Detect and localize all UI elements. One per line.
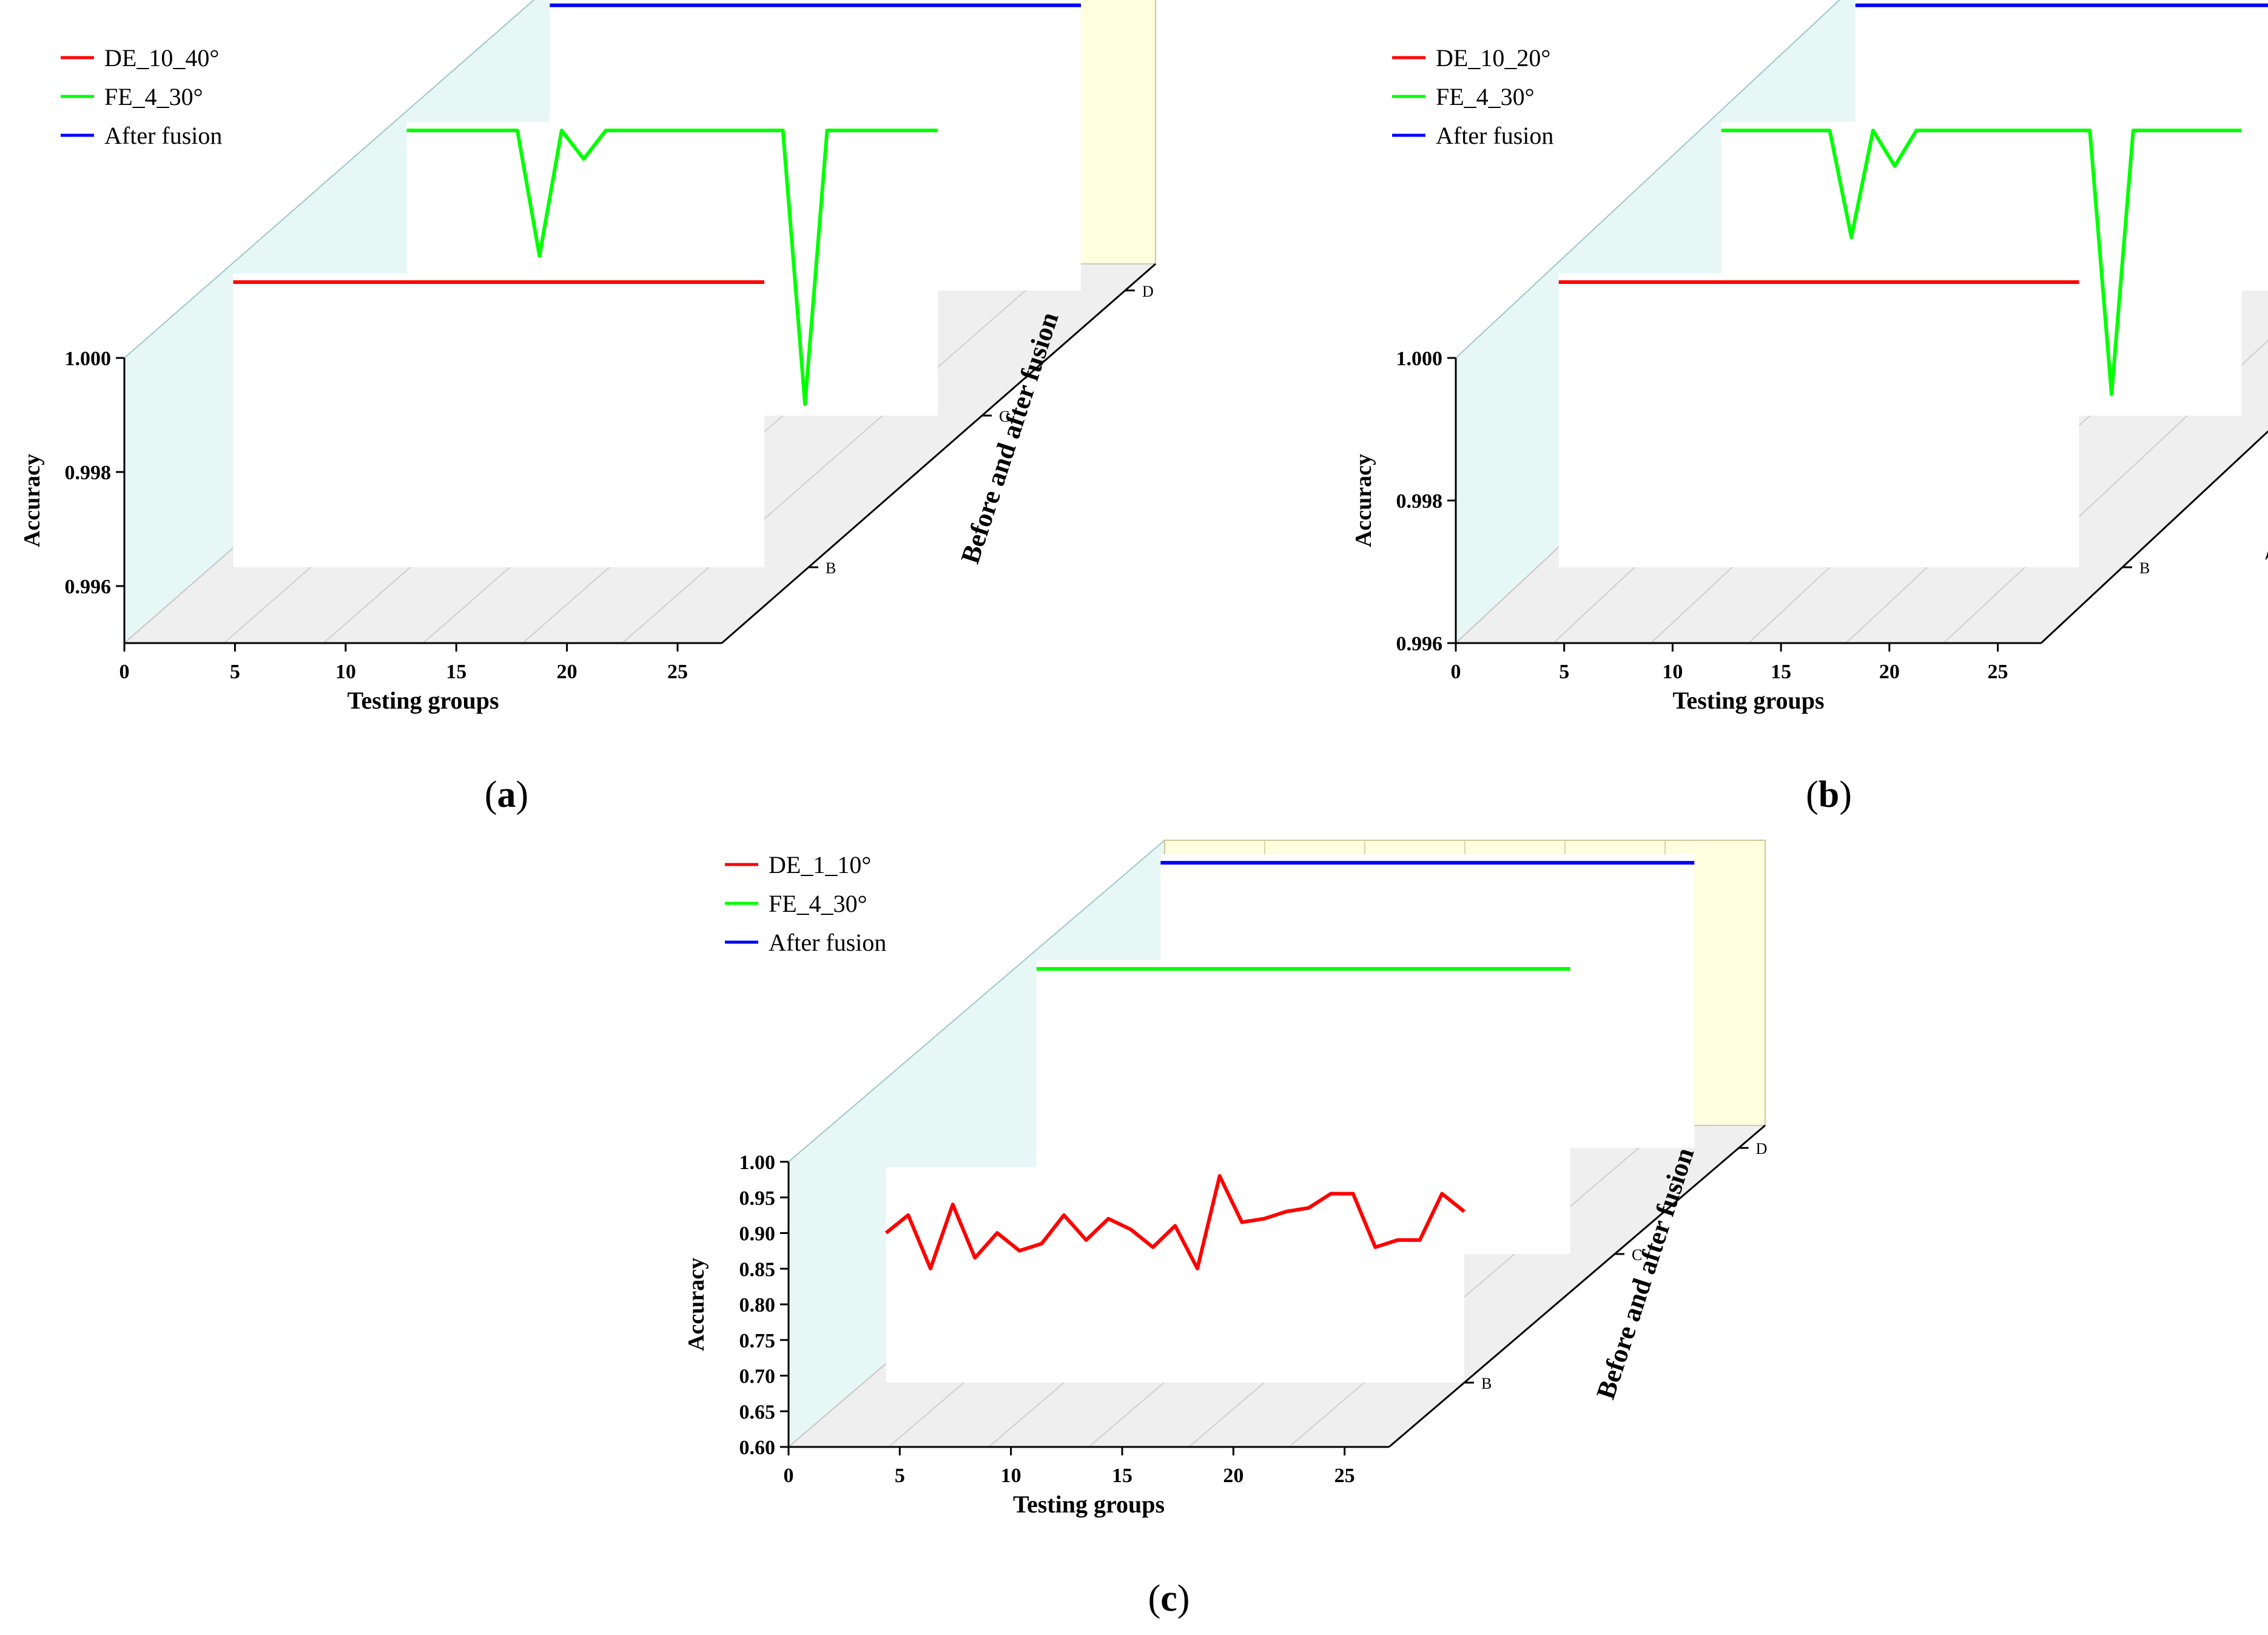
caption-c: (c) [1148,1578,1190,1619]
y-tick-label: 0.996 [1396,633,1443,655]
x-tick-label: 10 [335,661,356,683]
x-tick-label: 5 [1559,661,1569,683]
z-axis [721,263,1156,644]
x-tick-label: 5 [895,1465,905,1487]
x-tick-label: 20 [1879,661,1900,683]
x-axis-title: Testing groups [1013,1491,1165,1518]
panel-c: 0.60 0.65 0.70 0.75 0.80 0.85 0.90 0.95 1.00 Accu… [684,838,1768,1518]
panel-a: 0.996 0.998 1.000 Accuracy 0 5 10 15 20 25 Testing… [19,0,1157,714]
legend-label: FE_4_30° [104,83,203,110]
x-tick-label: 25 [1334,1465,1355,1487]
legend-label: DE_1_10° [769,851,871,878]
floor-gridline [622,263,1057,644]
y-axis-title: Accuracy [684,1258,709,1351]
y-tick-label: 0.80 [739,1294,776,1316]
z-axis [2040,430,2268,644]
y-axis-title: Accuracy [19,454,45,547]
y-tick-label: 1.00 [739,1151,776,1174]
legend-label: DE_10_40° [104,44,219,72]
y-tick-label: 0.998 [1396,490,1443,513]
z-tick-label: C [999,408,1009,425]
x-tick-label: 0 [1451,661,1461,683]
z-tick-label: B [826,559,836,577]
x-tick-label: 20 [557,661,577,683]
x-axis-title: Testing groups [347,687,499,714]
legend-label: FE_4_30° [769,890,867,917]
series-line-C [406,129,938,406]
z-tick-label: B [1481,1375,1492,1392]
z-axis [1388,1124,1766,1448]
legend-label: FE_4_30° [1436,83,1535,110]
legend-label: After fusion [104,122,222,149]
y-tick-label: 0.998 [65,462,112,484]
x-tick-label: 25 [667,661,688,683]
panel-b: 0.996 0.998 1.000 Accuracy 0 5 10 15 20 25 Testing… [1351,0,2268,714]
x-tick-label: 25 [1988,661,2008,683]
y-axis-title: Accuracy [1351,454,1376,547]
series-line-B [884,1174,1465,1270]
y-tick-label: 0.90 [739,1223,776,1246]
x-tick-label: 15 [1771,661,1791,683]
series-plane-B [233,273,765,567]
x-tick-label: 10 [1001,1465,1021,1487]
x-tick-label: 10 [1662,661,1683,683]
x-tick-label: 15 [446,661,466,683]
x-tick-label: 20 [1223,1465,1243,1487]
y-tick-label: 1.000 [1396,348,1443,370]
legend-label: After fusion [1436,122,1553,149]
floor-gridline [1943,339,2268,644]
y-tick-label: 0.75 [739,1330,776,1352]
y-tick-label: 0.85 [739,1258,776,1281]
x-axis-title: Testing groups [1672,687,1824,714]
series-line-C [1721,129,2242,396]
z-tick-label: D [1756,1140,1768,1158]
y-tick-label: 1.000 [65,348,112,370]
caption-a: (a) [485,774,528,815]
x-tick-label: 15 [1112,1465,1132,1487]
floor-gridline [1288,1125,1666,1448]
x-tick-label: 5 [230,661,240,683]
y-tick-label: 0.70 [739,1366,776,1388]
series-plane-B [1558,273,2079,567]
y-tick-label: 0.60 [739,1437,776,1459]
x-tick-label: 0 [119,661,130,683]
z-tick-label: C [1632,1246,1642,1264]
y-tick-label: 0.65 [739,1401,776,1423]
y-tick-label: 0.996 [65,576,112,598]
series-plane-B [886,1167,1464,1383]
caption-b: (b) [1806,774,1852,815]
z-tick-label: D [1142,283,1154,300]
legend-label: DE_10_20° [1436,44,1550,72]
legend-label: After fusion [769,929,886,956]
z-tick-label: B [2139,559,2150,577]
x-tick-label: 0 [784,1465,794,1487]
y-tick-label: 0.95 [739,1187,776,1210]
